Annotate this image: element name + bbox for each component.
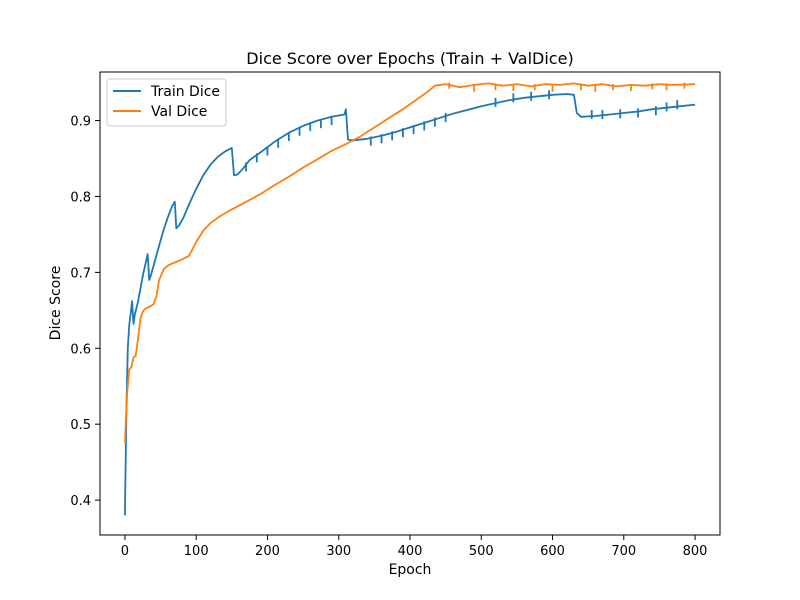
x-tick-label: 300 <box>326 544 351 559</box>
series-line-train-dice <box>124 93 696 516</box>
x-tick-label: 400 <box>398 544 423 559</box>
x-tick-label: 700 <box>611 544 636 559</box>
x-tick-label: 200 <box>255 544 280 559</box>
x-tick-label: 0 <box>121 544 129 559</box>
x-tick-label: 500 <box>469 544 494 559</box>
legend: Train Dice Val Dice <box>106 78 227 127</box>
x-axis-label: Epoch <box>389 562 432 578</box>
y-axis-label: Dice Score <box>48 266 64 341</box>
x-tick-label: 800 <box>683 544 708 559</box>
x-tick-label: 100 <box>184 544 209 559</box>
x-axis: 0 100 200 300 400 500 600 700 800 <box>121 535 708 559</box>
chart-title: Dice Score over Epochs (Train + ValDice) <box>246 49 573 68</box>
y-tick-label: 0.4 <box>70 494 91 509</box>
legend-label-val-dice: Val Dice <box>151 104 207 120</box>
y-axis: 0.4 0.5 0.6 0.7 0.8 0.9 <box>70 115 100 509</box>
y-tick-label: 0.8 <box>70 190 91 205</box>
plot-frame <box>99 71 721 536</box>
plot-area <box>99 71 721 536</box>
y-tick-label: 0.9 <box>70 115 91 130</box>
y-tick-label: 0.7 <box>70 266 91 281</box>
y-tick-label: 0.6 <box>70 342 91 357</box>
series-group <box>124 82 696 516</box>
x-tick-label: 600 <box>540 544 565 559</box>
series-line-val-dice <box>124 82 696 444</box>
y-tick-label: 0.5 <box>70 418 91 433</box>
legend-label-train-dice: Train Dice <box>150 84 220 100</box>
